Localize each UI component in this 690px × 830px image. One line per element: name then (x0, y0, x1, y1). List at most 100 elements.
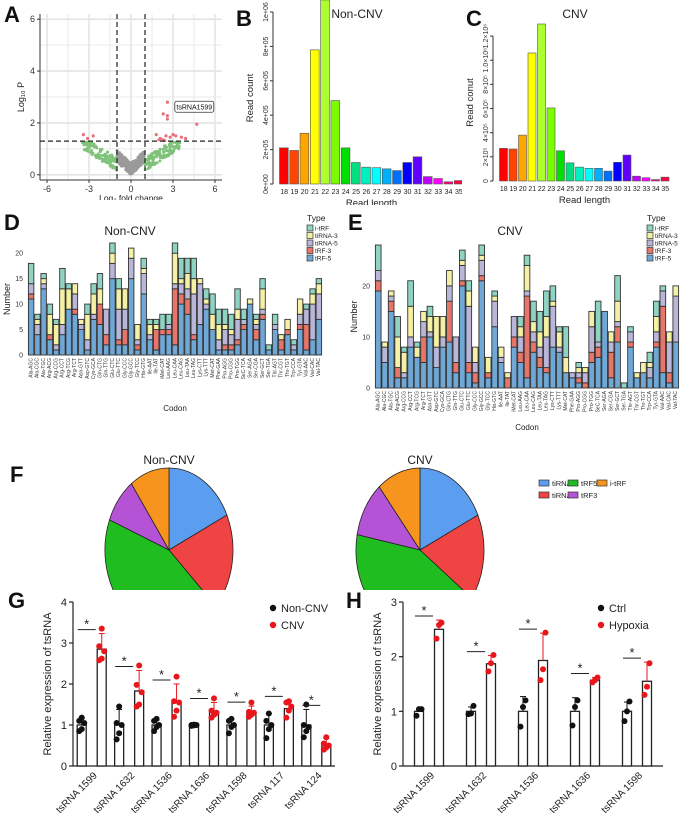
legend-swatch (646, 254, 654, 262)
x-tick-label: 32 (424, 189, 432, 196)
stacked-bar-segment (228, 313, 235, 330)
significant-point (168, 135, 172, 139)
x-tick-label: Leu-AAG (518, 391, 524, 412)
stacked-bar-segment (562, 356, 570, 374)
y-tick-label: 8×10⁵ (483, 75, 490, 94)
significant-point (174, 134, 178, 138)
legend-swatch (646, 247, 654, 254)
fc-point (90, 152, 94, 156)
bar (188, 724, 200, 767)
stacked-bar-segment (420, 362, 427, 389)
x-tick-label: Met-CAT (563, 391, 569, 411)
x-tick-label: Leu-CAA (172, 357, 178, 378)
x-tick-label: Val-CAC (310, 358, 316, 377)
x-tick-label: Ser-AGA (247, 357, 253, 378)
stacked-bar-segment (536, 310, 544, 333)
stacked-bar-segment (40, 288, 47, 356)
stacked-bar-segment (530, 351, 537, 389)
y-tick-label: 0 (19, 353, 23, 360)
ns-point (124, 157, 128, 161)
stacked-bar-segment (103, 308, 110, 336)
stacked-bar-segment (290, 349, 298, 356)
stacked-bar-segment (296, 329, 304, 356)
stacked-bar-segment (121, 288, 129, 310)
fc-point (155, 161, 159, 165)
fc-point (105, 161, 109, 165)
bar (517, 710, 529, 767)
stacked-bar-segment (240, 308, 247, 320)
x-tick-label: iMet-CAT (511, 391, 517, 412)
stacked-bar-segment (315, 278, 323, 285)
fc-point (98, 147, 102, 151)
bar (575, 166, 584, 182)
stacked-bar-segment (234, 308, 241, 320)
bar (622, 154, 632, 182)
fc-point (103, 160, 107, 164)
data-point (230, 722, 237, 728)
stacked-bar-segment (215, 339, 222, 351)
stacked-bar-segment (77, 324, 85, 330)
x-tick-label: Leu-TAA (537, 390, 543, 410)
ns-point (125, 161, 129, 165)
x-tick-label: 35 (661, 186, 669, 193)
fc-point (146, 157, 150, 161)
x-tick-label: tsRNA 124 (283, 770, 325, 812)
stacked-bar-segment (439, 336, 447, 348)
x-tick-label: 27 (585, 186, 593, 193)
data-point (248, 699, 255, 706)
ns-point (124, 164, 128, 168)
panel-label-h: H (346, 588, 362, 613)
bar (613, 161, 622, 182)
data-point (305, 724, 312, 731)
stacked-bar-segment (640, 362, 647, 374)
data-point (569, 722, 576, 729)
data-point (225, 730, 232, 737)
stacked-bar-segment (374, 290, 382, 389)
bar (518, 134, 527, 182)
stacked-bar-segment (27, 283, 35, 295)
y-tick-label: 3 (61, 638, 67, 650)
x-tick-label: Ser-GCT (615, 391, 621, 411)
fc-point (88, 143, 92, 147)
stacked-bar-segment (265, 349, 273, 356)
stacked-bar-segment (459, 280, 466, 287)
stacked-bar-segment (588, 310, 595, 328)
significance-mark: * (629, 645, 634, 660)
data-point (116, 703, 123, 710)
bar (279, 147, 289, 185)
stacked-bar-segment (387, 295, 395, 302)
ns-point (131, 168, 135, 172)
y-tick-label: 4 (30, 66, 35, 76)
stacked-bar-segment (407, 280, 414, 307)
stacked-bar-segment (178, 303, 185, 356)
fc-point (86, 147, 90, 151)
stacked-bar-segment (627, 346, 634, 389)
stacked-bar-segment (46, 339, 54, 356)
stacked-bar-segment (303, 349, 310, 356)
stacked-bar-segment (433, 316, 440, 348)
stacked-bar-segment (52, 324, 60, 346)
data-point (285, 698, 292, 705)
stacked-bar-segment (59, 324, 66, 336)
x-tick-label: 29 (604, 186, 612, 193)
x-tick-label: Gly-GCC (129, 358, 135, 379)
stacked-bar-segment (115, 339, 122, 346)
bar (537, 659, 549, 767)
significant-point (161, 112, 165, 116)
x-tick-label: Lys-CTT (550, 391, 556, 410)
data-point (325, 742, 332, 749)
x-tick-label: Trp-CCA (647, 390, 653, 410)
stacked-bar-segment (315, 318, 323, 356)
stacked-bar-segment (594, 346, 602, 358)
data-point (228, 715, 235, 722)
stacked-bar-segment (77, 329, 85, 356)
stacked-bar-segment (190, 334, 197, 341)
stacked-bar-segment (215, 308, 222, 325)
bar (632, 175, 641, 182)
pie-slice-trf5 (104, 519, 203, 590)
y-tick-label: 15 (15, 276, 23, 283)
significance-mark: * (309, 692, 314, 707)
data-point (413, 712, 420, 719)
stacked-bar-segment (439, 316, 447, 338)
fc-point (155, 149, 159, 153)
